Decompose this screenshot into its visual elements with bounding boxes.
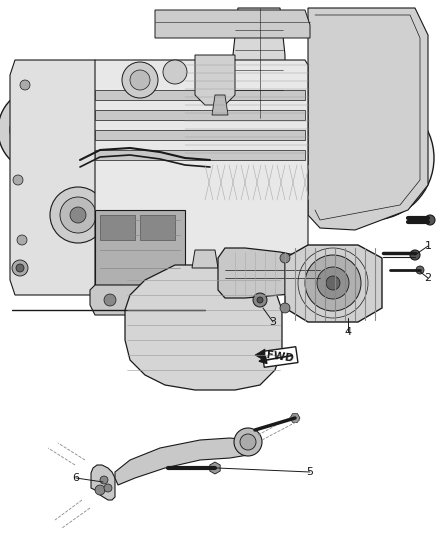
Circle shape — [317, 267, 349, 299]
Circle shape — [240, 434, 256, 450]
Text: 1: 1 — [424, 241, 431, 251]
Polygon shape — [255, 349, 265, 361]
Circle shape — [425, 215, 435, 225]
Circle shape — [280, 253, 290, 263]
Circle shape — [326, 276, 340, 290]
Circle shape — [305, 255, 361, 311]
Circle shape — [95, 485, 105, 495]
Circle shape — [345, 194, 353, 202]
Circle shape — [16, 264, 24, 272]
Circle shape — [130, 70, 150, 90]
Circle shape — [253, 293, 267, 307]
Circle shape — [345, 114, 353, 122]
Polygon shape — [95, 150, 305, 160]
Circle shape — [70, 207, 86, 223]
Polygon shape — [308, 8, 428, 230]
Circle shape — [334, 120, 410, 196]
Circle shape — [320, 106, 424, 210]
Circle shape — [257, 297, 263, 303]
Polygon shape — [115, 438, 252, 485]
Circle shape — [280, 303, 290, 313]
Bar — [140, 215, 175, 240]
Circle shape — [391, 114, 399, 122]
Polygon shape — [95, 90, 305, 100]
Circle shape — [104, 294, 116, 306]
Circle shape — [410, 250, 420, 260]
Circle shape — [391, 194, 399, 202]
Circle shape — [50, 187, 106, 243]
Circle shape — [24, 114, 56, 146]
Polygon shape — [155, 10, 310, 38]
Circle shape — [350, 136, 394, 180]
Circle shape — [234, 428, 262, 456]
Text: 3: 3 — [269, 317, 276, 327]
Polygon shape — [90, 285, 205, 315]
Circle shape — [34, 124, 46, 136]
Circle shape — [414, 154, 422, 162]
Polygon shape — [95, 110, 305, 120]
Polygon shape — [91, 465, 115, 500]
Text: 5: 5 — [307, 467, 314, 477]
Polygon shape — [10, 60, 120, 295]
Polygon shape — [285, 245, 382, 322]
Polygon shape — [233, 8, 285, 118]
Polygon shape — [125, 265, 282, 390]
Polygon shape — [95, 60, 308, 290]
Circle shape — [12, 260, 28, 276]
Circle shape — [310, 96, 434, 220]
Circle shape — [20, 80, 30, 90]
Text: 6: 6 — [73, 473, 80, 483]
Circle shape — [122, 62, 158, 98]
Polygon shape — [95, 210, 185, 285]
Polygon shape — [290, 414, 300, 422]
Circle shape — [100, 476, 108, 484]
Circle shape — [322, 154, 330, 162]
Bar — [262, 346, 298, 367]
Polygon shape — [95, 130, 305, 140]
Text: FWD: FWD — [266, 350, 294, 364]
Bar — [100, 215, 135, 240]
Circle shape — [60, 197, 96, 233]
Text: 2: 2 — [424, 273, 431, 283]
Circle shape — [13, 175, 23, 185]
Circle shape — [104, 484, 112, 492]
Circle shape — [10, 100, 70, 160]
Polygon shape — [210, 462, 220, 474]
Circle shape — [17, 235, 27, 245]
Polygon shape — [192, 250, 218, 268]
Polygon shape — [212, 95, 228, 115]
Polygon shape — [195, 55, 235, 105]
Circle shape — [416, 266, 424, 274]
Polygon shape — [218, 248, 320, 298]
Text: 4: 4 — [344, 327, 352, 337]
Circle shape — [163, 60, 187, 84]
Circle shape — [0, 88, 82, 172]
